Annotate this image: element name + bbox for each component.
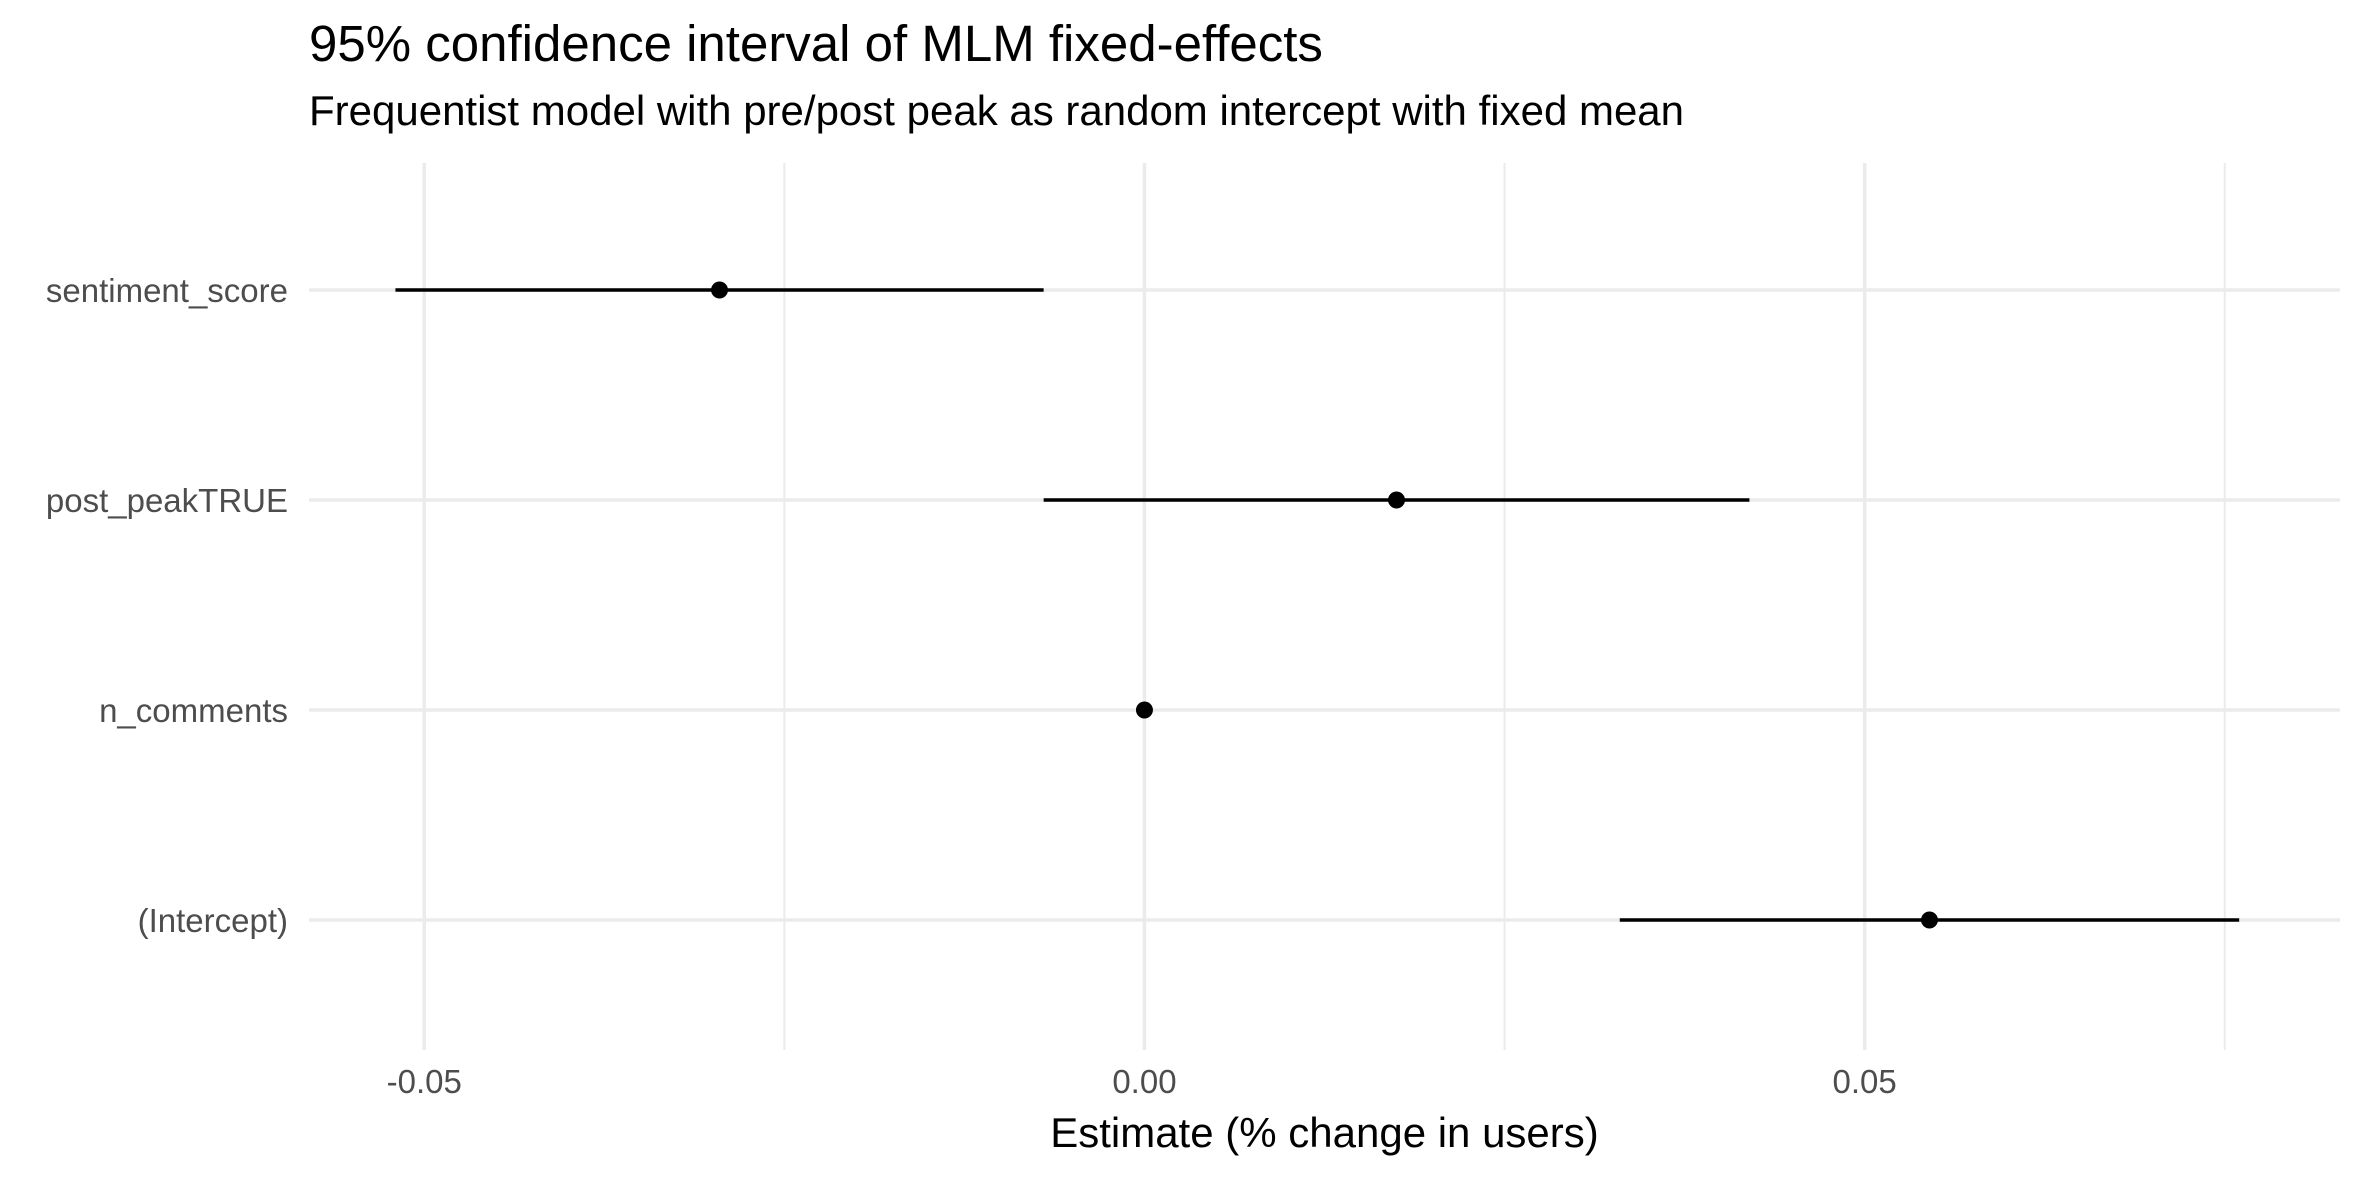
estimate-point	[1388, 491, 1406, 509]
x-tick-label: 0.05	[1833, 1063, 1897, 1100]
x-tick-label: -0.05	[387, 1063, 462, 1100]
y-axis-labels: sentiment_score post_peakTRUE n_comments (I…	[46, 272, 288, 939]
estimate-point	[1920, 911, 1938, 929]
y-tick-label: sentiment_score	[46, 272, 288, 309]
confidence-intervals	[395, 288, 2240, 922]
estimate-point	[1135, 701, 1153, 719]
estimate-point	[711, 281, 729, 299]
chart-subtitle: Frequentist model with pre/post peak as …	[309, 87, 1685, 134]
estimate-points	[711, 281, 1938, 929]
chart-title: 95% confidence interval of MLM fixed-eff…	[309, 15, 1323, 72]
x-tick-label: 0.00	[1112, 1063, 1176, 1100]
minor-gridlines	[783, 163, 2226, 1050]
x-axis-labels: -0.05 0.00 0.05	[387, 1063, 1897, 1100]
x-axis-title: Estimate (% change in users)	[1050, 1109, 1599, 1156]
y-tick-label: n_comments	[99, 692, 288, 729]
major-gridlines	[309, 163, 2340, 1050]
y-tick-label: (Intercept)	[138, 902, 288, 939]
y-tick-label: post_peakTRUE	[46, 482, 288, 519]
